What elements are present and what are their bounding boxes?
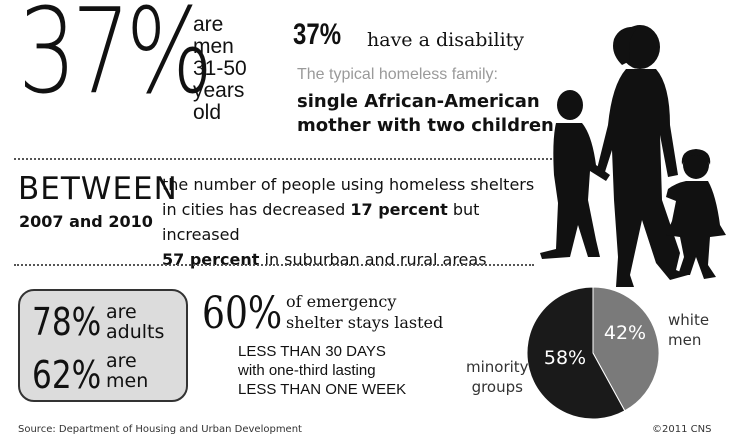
boy-head (557, 90, 583, 120)
emergency-line: of emergency (286, 292, 397, 311)
shelter-text: in cities has decreased (162, 200, 351, 219)
emergency-text: of emergency shelter stays lasted (286, 291, 443, 333)
men-desc-line: years (193, 79, 245, 102)
adults-men-box (18, 289, 188, 402)
copyright-credit: ©2011 CNS (652, 424, 712, 435)
adults-percent: 78% (32, 300, 102, 344)
girl-body (666, 181, 726, 279)
duration-line: LESS THAN ONE WEEK (238, 381, 407, 398)
demographics-pie-chart: 42% 58% (526, 286, 660, 420)
men-percent: 62% (32, 353, 102, 397)
source-credit: Source: Department of Housing and Urban … (18, 424, 302, 435)
dotted-divider (14, 264, 534, 266)
dotted-divider (14, 158, 552, 160)
decrease-value: 17 percent (350, 200, 448, 219)
shelter-line: in cities has decreased 17 percent but i… (162, 197, 542, 247)
typical-family-intro: The typical homeless family: (297, 66, 498, 83)
men-percent-figure: 37% (18, 0, 213, 120)
duration-line: with one-third lasting (238, 362, 376, 379)
men-desc-line: 31-50 (193, 57, 247, 80)
minority-groups-label: minority groups (466, 357, 529, 397)
disability-percent: 37% (293, 18, 342, 51)
white-men-label-line: men (668, 331, 702, 349)
girl-head (683, 151, 709, 179)
white-men-label-line: white (668, 311, 710, 329)
minority-groups-slice (526, 286, 626, 420)
white-men-slice-label: 42% (604, 322, 646, 344)
girl-hair (681, 149, 711, 165)
family-silhouette (540, 25, 726, 287)
mother-body (596, 69, 688, 287)
shelter-text: in suburban and rural areas (259, 250, 487, 269)
men-label-line: men (106, 370, 149, 392)
emergency-percent: 60% (202, 288, 283, 339)
men-desc-line: are (193, 13, 224, 36)
white-men-label: white men (668, 310, 709, 350)
emergency-line: shelter stays lasted (286, 313, 444, 332)
typical-family-line: mother with two children (297, 115, 554, 136)
minority-label-line: minority (466, 358, 529, 376)
adults-label-line: are (106, 301, 137, 323)
typical-family-line: single African-American (297, 91, 540, 112)
shelter-text: but increased (162, 200, 480, 244)
mother-hair (613, 26, 638, 65)
increase-value: 57 percent (162, 250, 260, 269)
typical-family-description: single African-American mother with two … (297, 90, 554, 138)
duration-line: LESS THAN 30 DAYS (238, 343, 386, 360)
men-age-description: are men 31-50 years old (193, 14, 263, 124)
men-desc-line: men (193, 35, 234, 58)
disability-text: have a disability (367, 29, 525, 51)
minority-label-line: groups (471, 378, 523, 396)
shelter-usage-text: the number of people using homeless shel… (162, 172, 542, 272)
men-label-line: are (106, 350, 137, 372)
shelter-line: 57 percent in suburban and rural areas (162, 247, 542, 272)
stay-duration-text: LESS THAN 30 DAYS with one-third lasting… (238, 342, 406, 399)
years-range: 2007 and 2010 (19, 212, 153, 231)
adults-label-line: adults (106, 321, 165, 343)
between-heading: BETWEEN (18, 171, 178, 207)
shelter-line: the number of people using homeless shel… (162, 175, 535, 194)
adults-label: are adults (106, 302, 164, 342)
men-desc-line: old (193, 101, 222, 124)
men-label: are men (106, 351, 148, 391)
white-men-slice (592, 286, 660, 412)
minority-slice-label: 58% (544, 347, 586, 369)
boy-body (540, 123, 610, 259)
